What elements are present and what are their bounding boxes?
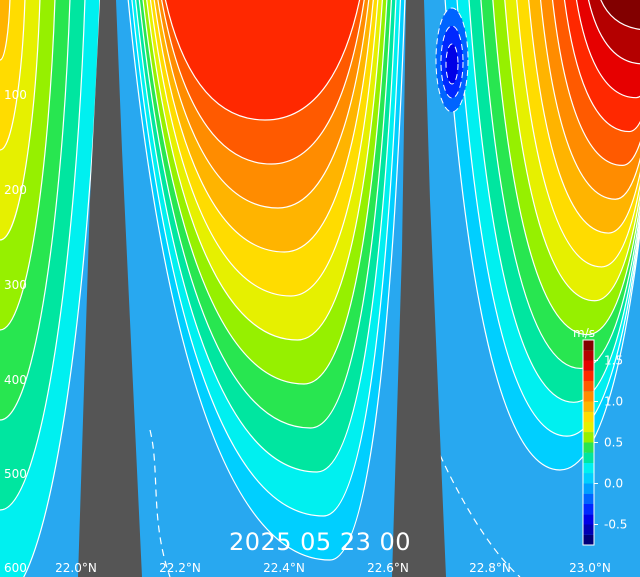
colorbar-tick-label: 0.0 xyxy=(604,477,623,491)
y-tick-label: 200 xyxy=(4,183,27,197)
contour-band-basin2 xyxy=(600,0,640,30)
colorbar-tick-label: -0.5 xyxy=(604,518,627,532)
colorbar-swatch xyxy=(583,514,594,525)
colorbar-swatch xyxy=(583,350,594,361)
colorbar-swatch xyxy=(583,360,594,371)
y-tick-label: 500 xyxy=(4,467,27,481)
colorbar-swatch xyxy=(583,381,594,392)
contour-band-basin1 xyxy=(164,0,361,121)
colorbar-swatch xyxy=(583,391,594,402)
y-tick-label: 100 xyxy=(4,88,27,102)
colorbar-swatch xyxy=(583,473,594,484)
colorbar-tick-label: 0.5 xyxy=(604,436,623,450)
colorbar-swatch xyxy=(583,340,594,351)
terrain-ridge-right xyxy=(392,0,446,577)
terrain-ridge-left xyxy=(78,0,142,577)
colorbar-swatch xyxy=(583,411,594,422)
zero-contour xyxy=(149,429,171,577)
colorbar-swatch xyxy=(583,524,594,535)
colorbar-swatch xyxy=(583,422,594,433)
colorbar-swatch xyxy=(583,504,594,515)
zero-contour xyxy=(439,454,521,577)
colorbar-swatch xyxy=(583,463,594,474)
x-tick-label: 22.8°N xyxy=(469,561,511,575)
y-tick-label: 400 xyxy=(4,373,27,387)
colorbar-swatch xyxy=(583,483,594,494)
colorbar-swatch xyxy=(583,442,594,453)
x-tick-label: 22.0°N xyxy=(55,561,97,575)
y-tick-label: 600 xyxy=(4,561,27,575)
negative-eddy-contour xyxy=(445,43,459,85)
colorbar-unit: m/s xyxy=(573,326,595,340)
colorbar-swatch xyxy=(583,401,594,412)
y-tick-label: 300 xyxy=(4,278,27,292)
colorbar-swatch xyxy=(583,432,594,443)
colorbar-swatch xyxy=(583,452,594,463)
colorbar-swatch xyxy=(583,370,594,381)
x-tick-label: 22.6°N xyxy=(367,561,409,575)
colorbar-swatch xyxy=(583,534,594,545)
x-tick-label: 23.0°N xyxy=(569,561,611,575)
timestamp-label: 2025 05 23 00 xyxy=(228,528,412,556)
colorbar-swatch xyxy=(583,493,594,504)
colorbar-tick-label: 1.0 xyxy=(604,395,623,409)
x-tick-label: 22.4°N xyxy=(263,561,305,575)
x-tick-label: 22.2°N xyxy=(159,561,201,575)
colorbar-tick-label: 1.5 xyxy=(604,354,623,368)
contour-band-left xyxy=(0,0,11,61)
